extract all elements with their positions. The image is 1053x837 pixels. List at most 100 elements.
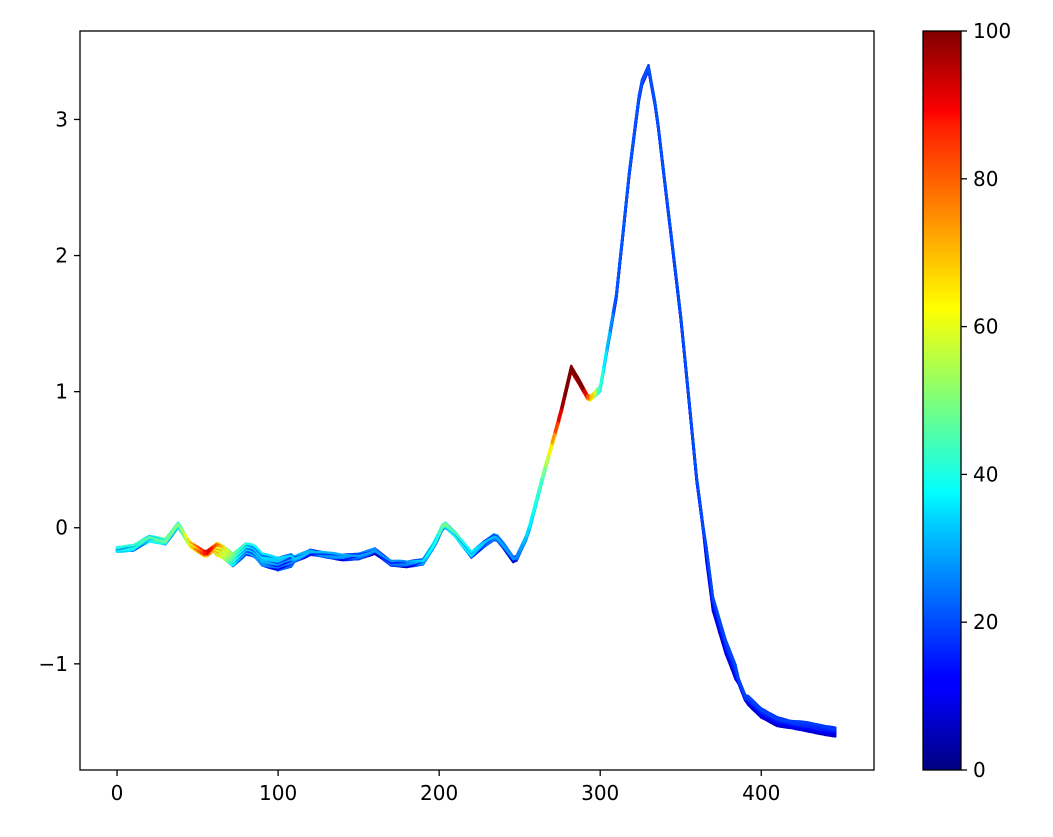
x-tick-label: 400 (742, 781, 780, 805)
line-series (115, 64, 837, 729)
x-axis: 0 100 200 300 400 (111, 770, 780, 805)
line-segment (737, 677, 744, 688)
line-series (115, 67, 837, 732)
line-segment (602, 347, 608, 369)
line-segment (541, 463, 547, 478)
line-segment (621, 202, 628, 236)
line-series (115, 66, 837, 731)
line-segment (528, 512, 534, 527)
line-series (115, 66, 837, 736)
line-segment (537, 475, 544, 490)
line-segment (611, 293, 618, 314)
y-tick-label: −1 (39, 652, 68, 676)
line-segment (676, 285, 682, 316)
y-tick-label: 2 (55, 244, 68, 268)
line-segment (544, 452, 550, 467)
line-segment (718, 617, 724, 631)
colorbar-tick-label: 40 (973, 462, 998, 486)
line-segment (518, 541, 525, 552)
line-series (115, 68, 837, 736)
line-segment (698, 503, 705, 531)
plot-frame (79, 30, 875, 771)
line-series (115, 64, 837, 731)
line-segment (708, 571, 715, 599)
colorbar-tick-label: 0 (973, 758, 986, 782)
line-segment (686, 379, 692, 415)
line-series (115, 65, 837, 733)
line-segment (734, 663, 740, 680)
line-segment (647, 66, 653, 87)
line-series (115, 66, 837, 732)
line-segment (521, 534, 528, 545)
colorbar-tick-label: 100 (973, 19, 1011, 43)
x-tick-label: 0 (111, 781, 124, 805)
line-segment (663, 176, 669, 207)
line-segment (702, 528, 708, 550)
line-segment (618, 232, 624, 266)
x-tick-label: 100 (259, 781, 297, 805)
line-segment (650, 83, 657, 104)
line-segment (624, 172, 631, 206)
line-segment (705, 547, 711, 574)
line-segment (547, 441, 554, 456)
colorbar-tick-label: 60 (973, 315, 998, 339)
line-segment (657, 123, 663, 153)
y-axis: −1 0 1 2 3 (39, 107, 80, 676)
line-series (115, 66, 837, 734)
line-segment (524, 524, 531, 537)
line-segment (566, 367, 573, 384)
line-segment (557, 407, 563, 423)
line-segment (695, 478, 702, 506)
line-series (115, 68, 837, 738)
line-segment (553, 420, 560, 434)
line-segment (715, 606, 721, 620)
line-segment (727, 647, 734, 658)
line-segment (605, 329, 612, 351)
colorbar-tick-label: 20 (973, 610, 998, 634)
line-series-group (115, 64, 837, 738)
line-segment (631, 122, 637, 150)
line-series (115, 66, 837, 735)
line-segment (673, 258, 679, 288)
line-series (115, 65, 837, 735)
y-tick-label: 0 (55, 516, 68, 540)
line-segment (563, 381, 570, 397)
line-segment (740, 685, 747, 697)
line-segment (669, 230, 676, 261)
line-series (115, 67, 837, 733)
x-tick-label: 300 (581, 781, 619, 805)
x-tick-label: 200 (420, 781, 458, 805)
line-segment (640, 73, 647, 84)
y-tick-label: 1 (55, 380, 68, 404)
line-segment (608, 311, 615, 332)
line-segment (615, 262, 621, 296)
line-series (115, 64, 837, 733)
line-series (115, 66, 837, 736)
line-segment (679, 313, 686, 349)
line-segment (599, 366, 605, 388)
colorbar-tick-label: 80 (973, 167, 998, 191)
line-segment (628, 147, 634, 175)
line-series (115, 67, 837, 738)
line-series (115, 68, 837, 734)
line-segment (692, 445, 698, 482)
line-segment (689, 412, 695, 448)
line-segment (724, 639, 731, 650)
line-segment (731, 655, 737, 666)
line-series (115, 67, 837, 734)
line-segment (560, 394, 566, 411)
line-segment (637, 80, 644, 100)
line-series (115, 66, 837, 730)
line-series (115, 66, 837, 729)
colorbar (922, 30, 962, 771)
colorbar-axis: 0 20 40 60 80 100 (961, 19, 1011, 782)
line-segment (434, 532, 441, 543)
line-segment (682, 346, 689, 382)
line-segment (534, 487, 541, 503)
line-segment (666, 203, 673, 234)
line-segment (660, 149, 666, 180)
line-segment (515, 549, 521, 559)
y-tick-label: 3 (55, 107, 68, 131)
line-segment (531, 499, 537, 515)
